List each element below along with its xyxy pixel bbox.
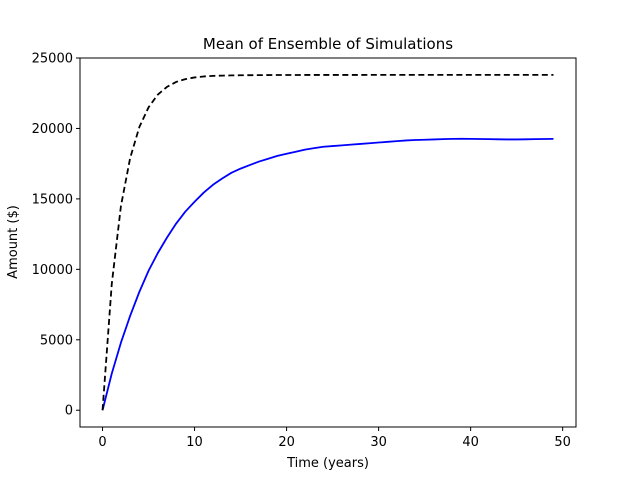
series-line-2 — [101, 74, 554, 411]
y-tick-label: 5000 — [40, 333, 73, 348]
x-axis-title: Time (years) — [286, 456, 369, 471]
y-axis: 0 5000 10000 15000 20000 25000 — [32, 52, 80, 419]
y-tick-label: 15000 — [32, 192, 73, 207]
x-tick-label: 50 — [554, 435, 571, 450]
y-tick-label: 20000 — [32, 122, 73, 137]
plot-frame — [79, 57, 577, 428]
series-line-1 — [101, 137, 554, 411]
y-tick-label: 10000 — [32, 263, 73, 278]
y-axis-title: Amount ($) — [6, 205, 21, 279]
x-tick-label: 20 — [278, 435, 295, 450]
y-tick-label: 25000 — [32, 52, 73, 67]
chart-title: Mean of Ensemble of Simulations — [203, 35, 453, 53]
y-tick-label: 0 — [65, 404, 73, 419]
x-tick-label: 0 — [98, 435, 106, 450]
plot-area — [101, 74, 554, 411]
x-tick-label: 10 — [186, 435, 203, 450]
x-axis: 0 10 20 30 40 50 — [98, 427, 571, 450]
x-tick-label: 30 — [370, 435, 387, 450]
x-tick-label: 40 — [462, 435, 479, 450]
